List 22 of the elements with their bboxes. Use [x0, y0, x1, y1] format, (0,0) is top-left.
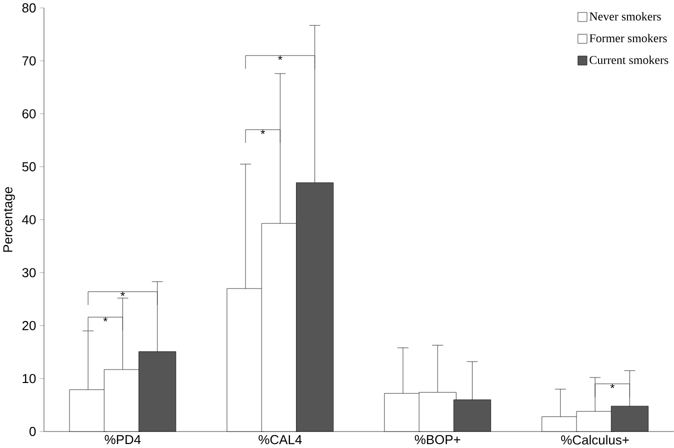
x-tick-label: %PD4: [104, 435, 141, 444]
y-tick-label: 60: [22, 109, 36, 118]
legend-label: Current smokers: [590, 56, 668, 64]
annotation: *: [610, 384, 615, 388]
x-tick-label: %Calculus+: [561, 435, 629, 445]
y-tick-label: 80: [22, 3, 36, 13]
y-axis-title: Percentage: [3, 187, 15, 252]
annotation: *: [278, 56, 282, 60]
legend-label: Never smokers: [590, 12, 661, 21]
annotation: *: [260, 130, 265, 134]
y-tick-label: 30: [22, 268, 36, 278]
x-tick-label: %CAL4: [258, 435, 302, 444]
y-tick-label: 20: [22, 321, 36, 330]
x-tick-label: %BOP+: [414, 435, 460, 444]
legend-label: Former smokers: [590, 34, 667, 42]
y-tick-label: 50: [22, 162, 36, 172]
y-tick-label: 70: [22, 56, 36, 66]
annotation: *: [120, 292, 125, 296]
y-tick-label: 0: [29, 426, 36, 436]
annotation: *: [103, 317, 108, 322]
y-tick-label: 40: [22, 215, 36, 224]
y-tick-label: 10: [22, 374, 36, 384]
